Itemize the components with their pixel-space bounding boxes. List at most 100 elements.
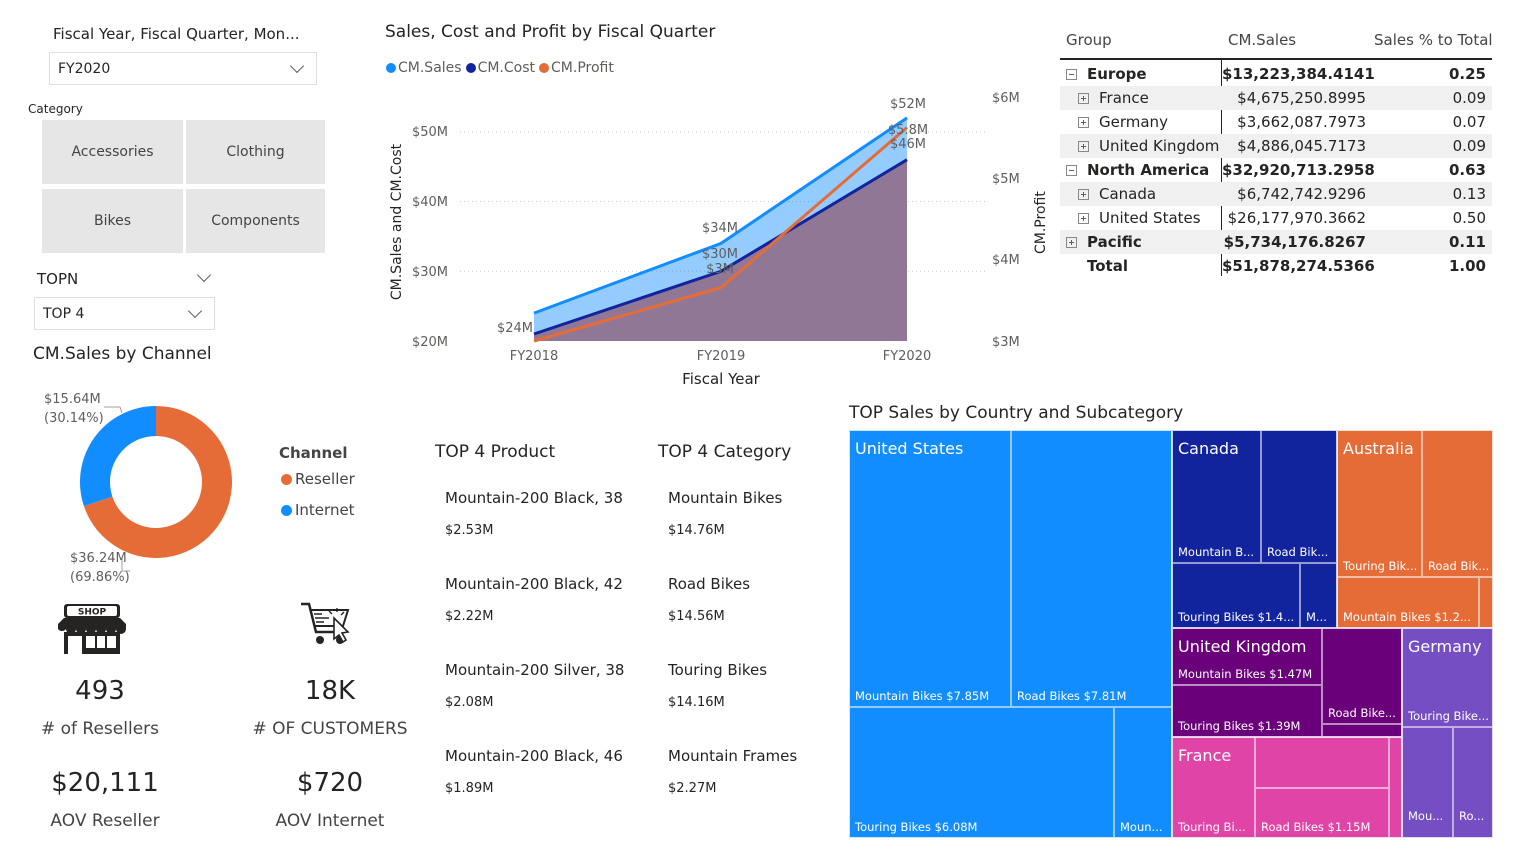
legend-item-cost: CM.Cost: [477, 60, 536, 76]
row-label: United States: [1099, 209, 1201, 227]
collapse-icon[interactable]: [1066, 68, 1077, 80]
treemap-tile-ca-touring-bikes[interactable]: Touring Bikes $1.4...: [1172, 563, 1300, 628]
treemap-tile-au-more[interactable]: [1479, 577, 1493, 628]
treemap-country-germany[interactable]: Germany: [1402, 628, 1493, 838]
reseller-value-label: $36.24M: [70, 551, 127, 566]
treemap-tile-ca-mountain-bikes[interactable]: Mountain B...: [1172, 430, 1261, 563]
treemap-tile-uk-mountain-bikes[interactable]: Mountain Bikes $1.47M: [1172, 628, 1322, 685]
category-tile-accessories[interactable]: Accessories: [42, 120, 183, 184]
legend-dot-internet: [281, 504, 292, 516]
reseller-pct-label: (69.86%): [70, 570, 130, 585]
treemap-tile-uk-road-bikes[interactable]: Road Bike...: [1322, 628, 1402, 724]
category-tile-bikes[interactable]: Bikes: [42, 189, 183, 253]
donut-slice-internet[interactable]: [80, 406, 156, 507]
treemap-tile-us-mountain-bikes[interactable]: Mountain Bikes $7.85M: [849, 430, 1011, 707]
expand-icon[interactable]: [1078, 92, 1089, 104]
right-tick-6m: $6M: [992, 91, 1020, 106]
matrix-row-united-kingdom[interactable]: United Kingdom $4,886,045.7173 0.09: [1060, 134, 1492, 158]
treemap-tile-ca-more[interactable]: M...: [1300, 563, 1337, 628]
matrix-row-united-states[interactable]: United States $26,177,970.3662 0.50: [1060, 206, 1492, 230]
matrix-row-pacific[interactable]: Pacific $5,734,176.8267 0.11: [1060, 230, 1492, 254]
matrix-row-germany[interactable]: Germany $3,662,087.7973 0.07: [1060, 110, 1492, 134]
treemap-tile-de-touring-bikes[interactable]: Touring Bike...: [1402, 628, 1493, 727]
legend-item-profit: CM.Profit: [551, 60, 614, 76]
treemap-tile-us-touring-bikes[interactable]: Touring Bikes $6.08M: [849, 707, 1114, 838]
left-tick-30m: $30M: [412, 265, 448, 280]
matrix-row-europe[interactable]: Europe $13,223,384.4141 0.25: [1060, 62, 1492, 86]
row-sales: $26,177,970.3662: [1227, 209, 1366, 227]
legend-dot-sales: [386, 63, 396, 73]
top-products-title: TOP 4 Product: [435, 442, 556, 462]
treemap-tile-label: Road Bike...: [1328, 706, 1396, 720]
treemap-tile-de-mountain-bikes[interactable]: Mou...: [1402, 727, 1453, 838]
treemap-tile-us-more[interactable]: Moun...: [1114, 707, 1172, 838]
treemap-tile-ca-road-bikes[interactable]: Road Bik...: [1261, 430, 1337, 563]
expand-icon[interactable]: [1078, 116, 1089, 128]
matrix-header-group[interactable]: Group: [1066, 31, 1112, 49]
row-pct: 0.25: [1448, 65, 1486, 83]
x-tick-fy2019: FY2019: [697, 349, 746, 364]
treemap-tile-uk-touring-bikes[interactable]: Touring Bikes $1.39M: [1172, 685, 1322, 737]
treemap-tile-au-mountain-bikes[interactable]: Mountain Bikes $1.2...: [1337, 577, 1479, 628]
donut-slice-reseller[interactable]: [83, 406, 232, 558]
row-label: United Kingdom: [1099, 137, 1220, 155]
top-category-1-value: $14.76M: [668, 523, 725, 538]
expand-icon[interactable]: [1078, 188, 1089, 200]
treemap-tile-fr-road-bikes[interactable]: Road Bikes $1.15M: [1255, 788, 1389, 838]
customers-count-label: # OF CUSTOMERS: [252, 719, 408, 739]
x-tick-fy2020: FY2020: [883, 349, 932, 364]
legend-item-reseller[interactable]: Reseller: [281, 470, 355, 488]
treemap-tile-uk-more[interactable]: [1322, 724, 1402, 737]
donut-chart-svg: $15.64M (30.14%) $36.24M (69.86%): [44, 392, 232, 585]
data-label-sales-fy2019: $34M: [702, 221, 738, 236]
top-category-1-name: Mountain Bikes: [668, 489, 783, 507]
matrix-row-north-america[interactable]: North America $32,920,713.2958 0.63: [1060, 158, 1492, 182]
profit-area: [534, 159, 907, 341]
matrix-header-sales[interactable]: CM.Sales: [1228, 31, 1297, 49]
treemap-tile-label: Touring Bikes $1.39M: [1178, 719, 1301, 733]
treemap-tile-label: M...: [1306, 610, 1327, 624]
expand-icon[interactable]: [1066, 236, 1077, 248]
treemap-tile-de-road-bikes[interactable]: Ro...: [1453, 727, 1493, 838]
row-label: North America: [1087, 161, 1210, 179]
treemap-country-united-kingdom[interactable]: United Kingdom: [1172, 628, 1402, 737]
treemap-tile-fr-touring-bikes[interactable]: Touring Bi...: [1172, 737, 1255, 838]
left-axis-title: CM.Sales and CM.Cost: [389, 143, 405, 300]
treemap-tile-label: Mountain Bikes $1.2...: [1343, 610, 1471, 624]
expand-icon[interactable]: [1078, 212, 1089, 224]
aov-reseller-label: AOV Reseller: [50, 811, 160, 831]
topn-dropdown[interactable]: TOP 4: [34, 297, 215, 330]
row-pct: 0.63: [1448, 161, 1486, 179]
expand-icon[interactable]: [1078, 140, 1089, 152]
row-pct: 1.00: [1448, 257, 1486, 275]
line-chart-title: Sales, Cost and Profit by Fiscal Quarter: [385, 22, 716, 42]
treemap-tile-us-road-bikes[interactable]: Road Bikes $7.81M: [1011, 430, 1172, 707]
collapse-icon[interactable]: [1066, 164, 1077, 176]
right-tick-3m: $3M: [992, 335, 1020, 350]
treemap-tile-fr-more[interactable]: [1389, 737, 1402, 838]
profit-line: [533, 126, 908, 343]
treemap-tile-au-road-bikes[interactable]: Road Bik...: [1422, 430, 1493, 577]
period-dropdown[interactable]: FY2020: [49, 52, 317, 85]
treemap-tile-label: Mou...: [1408, 809, 1444, 823]
topn-collapse-chevron-icon[interactable]: [196, 267, 212, 283]
row-label: Europe: [1087, 65, 1147, 83]
category-tile-clothing[interactable]: Clothing: [186, 120, 325, 184]
treemap-tile-au-touring-bikes[interactable]: Touring Bik...: [1337, 430, 1422, 577]
top-product-3-name: Mountain-200 Silver, 38: [445, 661, 625, 679]
matrix-header-pct[interactable]: Sales % to Total: [1374, 31, 1493, 49]
top-category-2-value: $14.56M: [668, 609, 725, 624]
sales-area: [534, 117, 907, 335]
legend-item-internet[interactable]: Internet: [281, 501, 355, 519]
category-tile-components[interactable]: Components: [186, 189, 325, 253]
chevron-down-icon: [289, 58, 305, 73]
matrix-row-canada[interactable]: Canada $6,742,742.9296 0.13: [1060, 182, 1492, 206]
aov-internet-value: $720: [296, 768, 364, 798]
shop-sign-text: SHOP: [78, 608, 107, 618]
matrix-row-france[interactable]: France $4,675,250.8995 0.09: [1060, 86, 1492, 110]
row-label: France: [1099, 89, 1149, 107]
treemap-tile-fr-mountain-bikes[interactable]: [1255, 737, 1389, 788]
row-sales: $13,223,384.4141: [1222, 65, 1375, 83]
row-sales: $51,878,274.5366: [1222, 257, 1375, 275]
x-axis-title: Fiscal Year: [682, 370, 760, 388]
